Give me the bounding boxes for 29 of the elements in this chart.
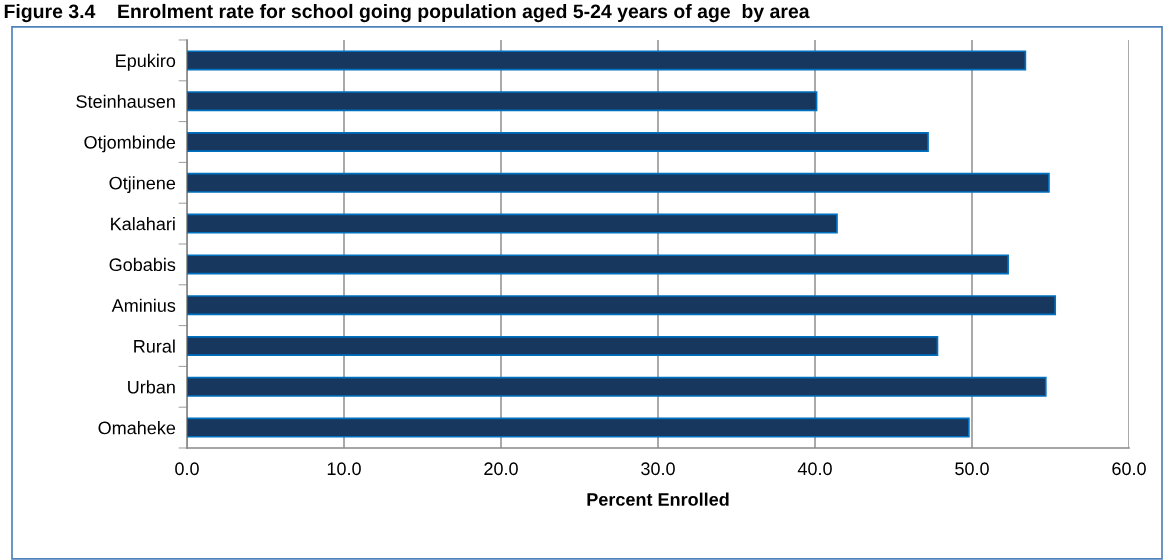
bar [187,131,929,153]
x-tick-label: 50.0 [955,462,989,476]
y-tick-label: Steinhausen [76,94,175,108]
y-tick-label: Otjombinde [84,135,176,153]
x-tick-label: 60.0 [1112,462,1146,476]
bar [187,295,1057,316]
bar [187,50,1027,71]
y-tick-label: Epukiro [116,53,176,71]
y-tick-label: Omaheke [98,421,176,435]
bar [187,172,1050,193]
x-axis-title: Percent Enrolled [587,492,729,506]
x-tick-label: 20.0 [484,462,518,476]
y-tick-label: Otjinene [109,176,176,194]
y-tick-label: Kalahari [111,217,175,231]
bar [187,254,1009,275]
chart-title: Figure 3.4 Enrolment rate for school going population aged 5-24 years of age by area [4,3,810,23]
x-tick-label: 0.0 [175,462,199,476]
bar [187,376,1047,397]
x-tick-label: 10.0 [327,462,361,476]
y-tick-label: Rural [134,339,175,353]
bar [187,335,939,357]
bar [187,91,818,112]
y-tick-label: Gobabis [109,257,176,272]
y-tick-label: Urban [128,380,175,394]
bar [187,417,970,438]
y-tick-label: Aminius [111,298,176,312]
bar [187,213,838,234]
x-tick-label: 40.0 [797,462,832,476]
x-tick-label: 30.0 [641,462,675,476]
